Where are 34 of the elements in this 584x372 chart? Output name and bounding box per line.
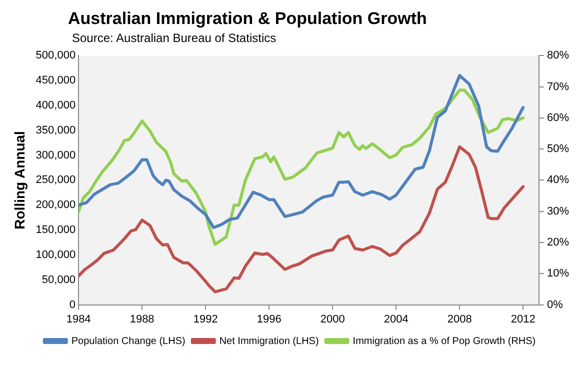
y-tick-label: 300,000 (36, 149, 76, 162)
x-tick-label: 2004 (384, 313, 408, 326)
y2-tick-label: 10% (546, 268, 570, 280)
y-tick-label: 150,000 (36, 224, 76, 236)
x-tick-label: 1992 (193, 313, 218, 326)
y2-tick-label: 60% (546, 112, 570, 124)
legend-label: Immigration as a % of Pop Growth (RHS) (352, 336, 536, 347)
y-tick-label: 350,000 (36, 124, 76, 136)
y-tick-label: 450,000 (36, 74, 76, 87)
y2-tick-label: 0% (546, 298, 564, 311)
y2-tick-label: 30% (546, 205, 570, 218)
x-tick-label: 1996 (256, 313, 282, 326)
y-tick-label: 0 (69, 298, 76, 311)
y-tick-label: 100,000 (36, 248, 76, 261)
y2-tick-label: 80% (546, 50, 570, 62)
y-tick-label: 250,000 (36, 174, 76, 186)
source-note: Source: Australian Bureau of Statistics (71, 30, 278, 46)
y2-tick-label: 40% (546, 174, 570, 186)
legend-label: Net Immigration (LHS) (219, 336, 319, 347)
y2-tick-label: 70% (546, 80, 570, 93)
x-tick-label: 2012 (510, 313, 536, 326)
chart-title: Australian Immigration & Population Growth (67, 8, 428, 30)
x-tick-label: 1984 (66, 313, 91, 326)
y-tick-label: 400,000 (36, 99, 76, 112)
y-tick-label: 50,000 (42, 274, 76, 286)
y2-tick-label: 20% (546, 236, 570, 249)
y-axis-title: Rolling Annual (11, 131, 28, 230)
x-tick-label: 2000 (320, 313, 345, 326)
y-tick-label: 500,000 (36, 50, 76, 62)
y2-tick-label: 50% (546, 143, 570, 156)
x-tick-label: 2008 (447, 313, 472, 326)
x-tick-label: 1988 (130, 313, 154, 326)
y-tick-label: 200,000 (36, 199, 76, 212)
legend-label: Population Change (LHS) (71, 336, 186, 347)
